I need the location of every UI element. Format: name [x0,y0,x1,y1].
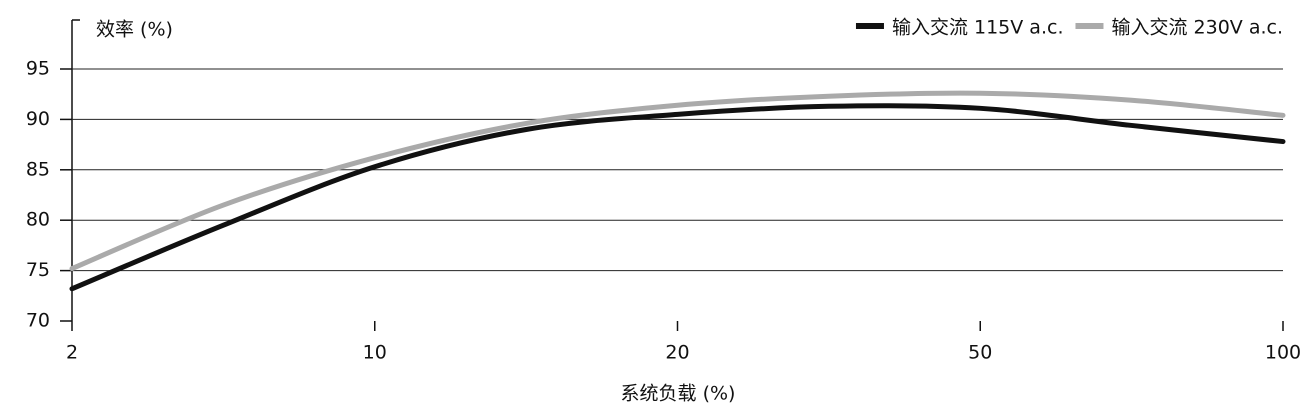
legend-label: 输入交流 230V a.c. [1111,17,1283,39]
x-tick-label: 20 [665,342,689,364]
x-tick-label: 10 [363,342,387,364]
x-tick-label: 50 [968,342,992,364]
x-axis-label: 系统负载 (%) [621,383,736,405]
y-tick-label: 90 [26,108,50,130]
y-axis-label: 效率 (%) [96,19,173,41]
y-tick-label: 95 [26,58,50,80]
legend-label: 输入交流 115V a.c. [892,17,1064,39]
y-tick-label: 70 [26,310,50,332]
y-tick-label: 75 [26,259,50,281]
x-tick-label: 100 [1265,342,1301,364]
series-line [69,103,1286,292]
y-tick-label: 80 [26,209,50,231]
y-tick-label: 85 [26,158,50,180]
x-tick-label: 2 [66,342,78,364]
series-line [69,90,1286,272]
